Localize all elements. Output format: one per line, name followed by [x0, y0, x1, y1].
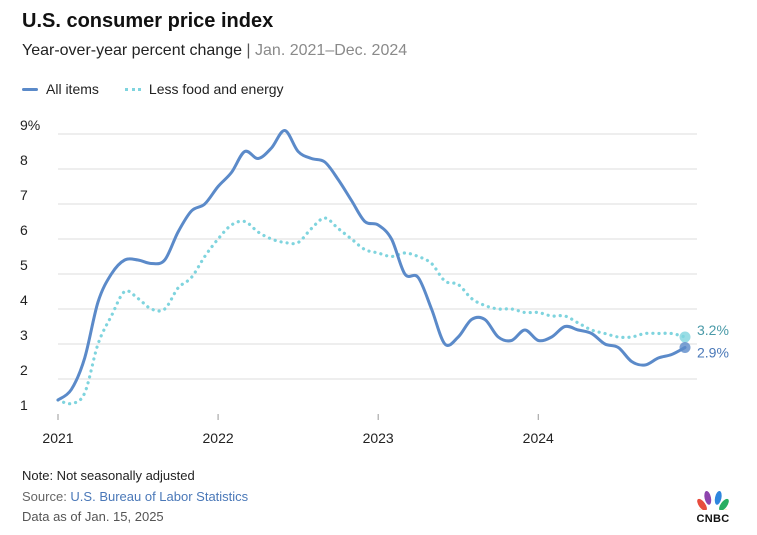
chart-subtitle: Year-over-year percent change | Jan. 202…	[22, 42, 407, 60]
source-prefix: Source:	[22, 489, 71, 504]
legend-item-all-items: All items	[22, 81, 99, 97]
y-tick-label: 2	[20, 362, 28, 378]
x-tick-label: 2023	[363, 430, 394, 446]
x-tick-label: 2021	[42, 430, 73, 446]
y-tick-label: 9%	[20, 117, 40, 133]
legend-label-core: Less food and energy	[148, 81, 284, 97]
end-label-all-items: 2.9%	[697, 345, 729, 361]
end-point-all-items	[679, 342, 691, 353]
x-tick-label: 2022	[203, 430, 234, 446]
y-tick-label: 7	[20, 187, 28, 203]
legend-label-all-items: All items	[46, 81, 99, 97]
y-tick-label: 3	[20, 327, 28, 343]
source-link[interactable]: U.S. Bureau of Labor Statistics	[70, 489, 249, 504]
chart-legend: All items Less food and energy	[22, 81, 310, 97]
logo-wordmark: CNBC	[696, 513, 730, 525]
subtitle-range: Jan. 2021–Dec. 2024	[255, 42, 408, 59]
series-line-all-items	[56, 129, 687, 402]
cnbc-logo: CNBC	[690, 490, 736, 525]
peacock-logo-icon	[697, 490, 729, 519]
legend-swatch-solid	[22, 87, 38, 91]
legend-item-core: Less food and energy	[124, 81, 284, 97]
y-tick-label: 5	[20, 257, 28, 273]
series-line-core	[56, 216, 687, 406]
y-tick-label: 6	[20, 222, 28, 238]
y-tick-label: 8	[20, 152, 28, 168]
chart-title: U.S. consumer price index	[22, 10, 274, 32]
subtitle-separator: |	[241, 42, 256, 59]
footnote: Note: Not seasonally adjusted	[22, 468, 195, 483]
legend-swatch-dotted	[124, 87, 141, 91]
y-tick-label: 1	[20, 397, 28, 413]
y-tick-label: 4	[20, 292, 28, 308]
end-label-core: 3.2%	[697, 322, 729, 338]
data-as-of: Data as of Jan. 15, 2025	[22, 509, 164, 524]
line-chart: 1 2 3 4 5 6 7 8 9% 2021 2022 2023 2024 2.9% 3.2%	[20, 117, 729, 446]
end-point-core	[679, 331, 691, 343]
x-tick-label: 2024	[523, 430, 554, 446]
source-line: Source: U.S. Bureau of Labor Statistics	[22, 489, 248, 504]
subtitle-main: Year-over-year percent change	[22, 42, 242, 59]
